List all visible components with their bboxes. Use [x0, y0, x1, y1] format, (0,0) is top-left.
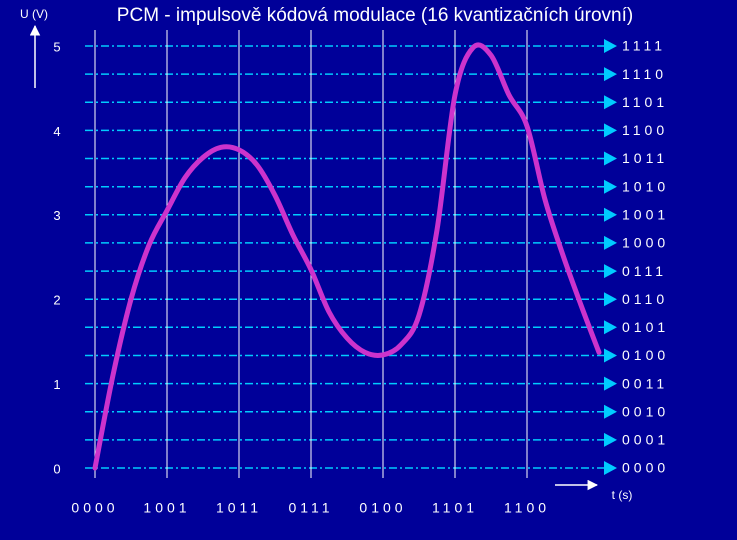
- y-tick-label: 3: [53, 208, 60, 223]
- level-label: 0111: [622, 263, 667, 279]
- level-label: 1010: [622, 178, 669, 194]
- level-label: 1011: [622, 150, 668, 166]
- level-label: 0011: [622, 375, 668, 391]
- level-label: 0000: [622, 460, 669, 476]
- level-label: 1111: [622, 38, 666, 54]
- level-label: 1001: [622, 207, 669, 223]
- level-arrow: [604, 348, 617, 363]
- level-arrow: [604, 404, 617, 419]
- level-arrow: [604, 151, 617, 166]
- level-arrow: [604, 235, 617, 250]
- sample-code: 1101: [432, 500, 478, 516]
- y-tick-label: 5: [53, 39, 60, 54]
- sample-code: 1001: [143, 500, 190, 516]
- level-arrow: [604, 461, 617, 475]
- y-tick-label: 2: [53, 293, 60, 308]
- sample-code: 1011: [216, 500, 262, 516]
- y-tick-label: 0: [53, 461, 60, 476]
- sample-code: 0111: [288, 500, 333, 516]
- x-axis-label: t (s): [612, 488, 633, 502]
- level-arrow: [604, 123, 617, 138]
- level-label: 0101: [622, 319, 669, 335]
- chart-title: PCM - impulsově kódová modulace (16 kvan…: [117, 5, 633, 26]
- level-label: 1101: [622, 94, 668, 110]
- level-arrow: [604, 179, 617, 194]
- level-arrow: [604, 67, 617, 82]
- level-arrow: [604, 432, 617, 447]
- level-label: 1000: [622, 235, 669, 251]
- level-label: 1110: [622, 66, 667, 82]
- level-arrow: [604, 95, 617, 110]
- level-arrow: [604, 264, 617, 279]
- level-arrow: [604, 376, 617, 391]
- level-label: 0100: [622, 347, 669, 363]
- signal-curve: [92, 42, 602, 471]
- sample-code: 1100: [504, 500, 550, 516]
- level-label: 0001: [622, 432, 669, 448]
- level-arrow: [604, 39, 617, 53]
- sample-code: 0000: [71, 500, 118, 516]
- y-axis-label: U (V): [20, 7, 48, 21]
- level-arrow: [604, 320, 617, 335]
- level-label: 0010: [622, 403, 669, 419]
- sample-code: 0100: [359, 500, 406, 516]
- y-tick-label: 4: [53, 124, 60, 139]
- level-arrow: [604, 292, 617, 307]
- level-arrow: [604, 207, 617, 222]
- level-label: 1100: [622, 122, 668, 138]
- y-tick-label: 1: [53, 377, 60, 392]
- level-label: 0110: [622, 291, 668, 307]
